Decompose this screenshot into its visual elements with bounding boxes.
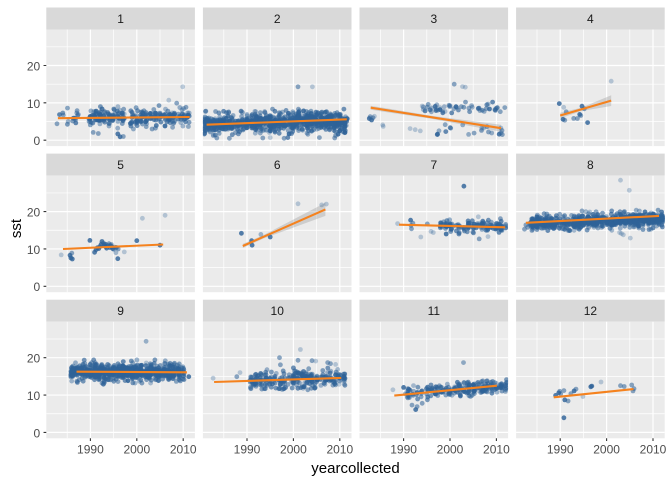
svg-text:1: 1 <box>117 12 124 26</box>
svg-text:12: 12 <box>584 304 598 318</box>
svg-text:8: 8 <box>587 158 594 172</box>
svg-text:sst: sst <box>8 218 25 238</box>
svg-text:1990: 1990 <box>234 443 261 457</box>
svg-text:20: 20 <box>27 59 41 73</box>
svg-text:6: 6 <box>274 158 281 172</box>
svg-text:2010: 2010 <box>170 443 197 457</box>
svg-text:yearcollected: yearcollected <box>311 460 399 477</box>
svg-text:3: 3 <box>430 12 437 26</box>
svg-text:2010: 2010 <box>326 443 353 457</box>
svg-text:4: 4 <box>587 12 594 26</box>
svg-text:2010: 2010 <box>640 443 667 457</box>
svg-text:20: 20 <box>27 352 41 366</box>
svg-text:1990: 1990 <box>547 443 574 457</box>
svg-text:2000: 2000 <box>280 443 307 457</box>
svg-text:9: 9 <box>117 304 124 318</box>
svg-text:0: 0 <box>34 426 41 440</box>
svg-text:10: 10 <box>27 389 41 403</box>
svg-text:1990: 1990 <box>390 443 417 457</box>
svg-text:10: 10 <box>271 304 285 318</box>
svg-text:2000: 2000 <box>437 443 464 457</box>
svg-text:5: 5 <box>117 158 124 172</box>
svg-text:10: 10 <box>27 243 41 257</box>
svg-text:1990: 1990 <box>77 443 104 457</box>
svg-text:10: 10 <box>27 97 41 111</box>
svg-text:2: 2 <box>274 12 281 26</box>
svg-text:2000: 2000 <box>123 443 150 457</box>
svg-text:7: 7 <box>430 158 437 172</box>
svg-text:20: 20 <box>27 206 41 220</box>
svg-text:0: 0 <box>34 280 41 294</box>
svg-text:0: 0 <box>34 134 41 148</box>
svg-text:11: 11 <box>428 304 441 318</box>
svg-text:2000: 2000 <box>593 443 620 457</box>
svg-text:2010: 2010 <box>483 443 510 457</box>
